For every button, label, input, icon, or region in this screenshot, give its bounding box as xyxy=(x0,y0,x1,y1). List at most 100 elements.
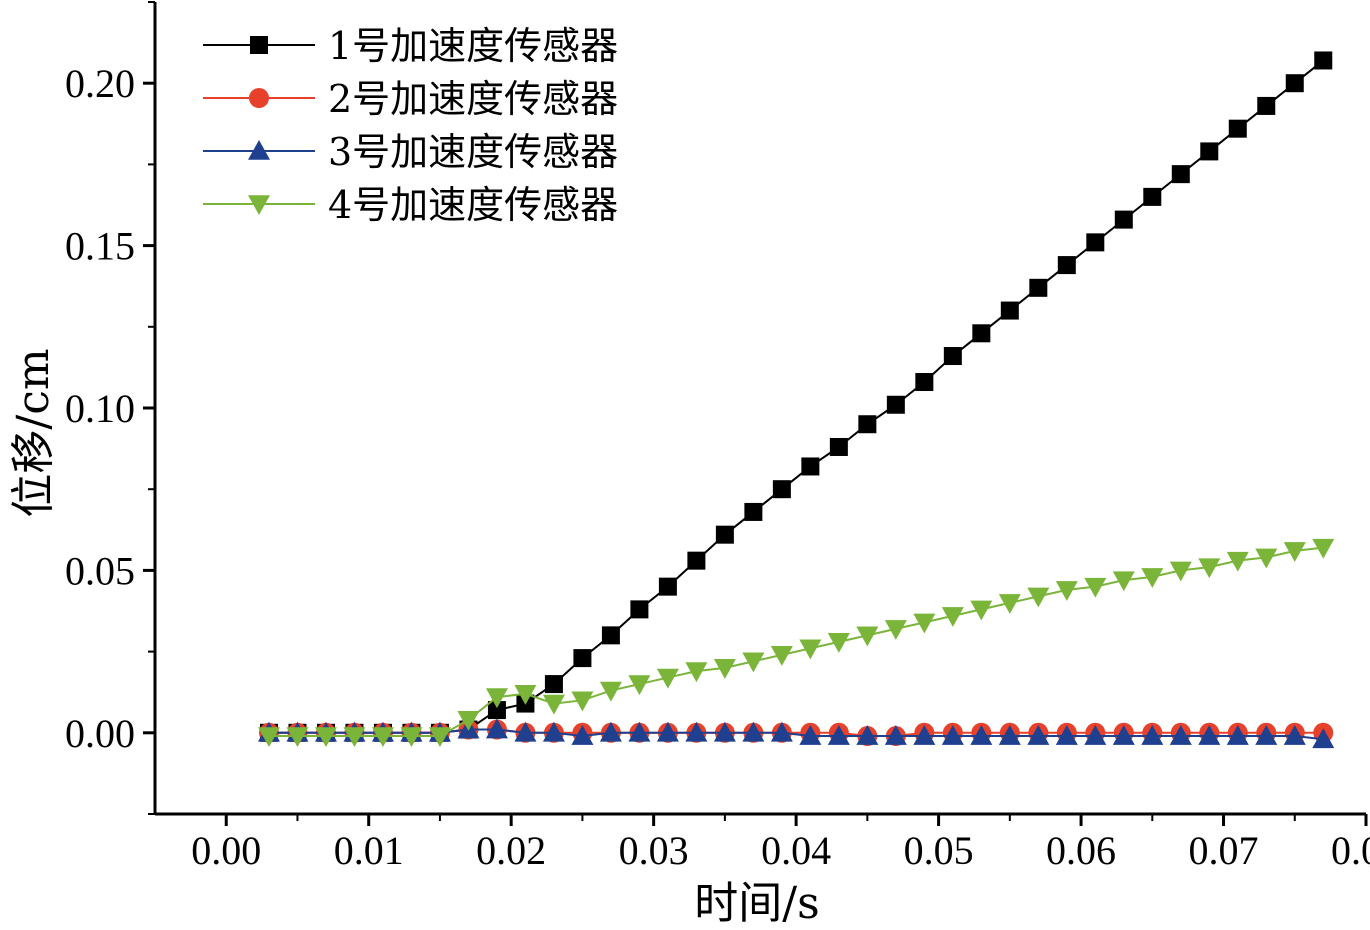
data-point xyxy=(742,721,765,742)
data-point xyxy=(687,551,706,570)
data-point xyxy=(485,688,508,709)
legend-label: 1号加速度传感器 xyxy=(328,24,618,68)
data-point xyxy=(1255,725,1278,745)
data-point xyxy=(485,718,508,739)
data-point xyxy=(998,594,1021,614)
legend-marker xyxy=(248,140,270,160)
data-point xyxy=(1084,577,1107,598)
data-point xyxy=(656,721,679,742)
data-point xyxy=(941,725,964,745)
data-point xyxy=(1226,551,1249,572)
data-point xyxy=(1169,725,1192,745)
data-point xyxy=(941,607,964,627)
data-point xyxy=(1141,568,1164,588)
data-point xyxy=(1198,558,1221,579)
legend-label: 4号加速度传感器 xyxy=(328,183,618,227)
data-point xyxy=(1228,119,1247,138)
axes: 0.00 0.01 0.02 0.03 0.04 0.05 0.06 0.07 0.08 0.00… xyxy=(65,1,1370,873)
data-point xyxy=(913,725,936,745)
data-point xyxy=(886,395,905,414)
data-point xyxy=(1283,542,1306,562)
y-tick-label: 0.15 xyxy=(65,224,135,269)
data-point xyxy=(799,639,822,660)
data-point xyxy=(343,727,366,748)
data-point xyxy=(544,675,563,694)
data-point xyxy=(1055,725,1078,745)
data-point xyxy=(1029,278,1048,297)
legend-item-1: 1号加速度传感器 xyxy=(203,24,618,68)
data-point xyxy=(1171,165,1190,184)
series-4 xyxy=(257,538,1335,748)
data-point xyxy=(713,721,736,742)
data-point xyxy=(1027,725,1050,745)
data-point xyxy=(1114,210,1133,229)
x-tick-label: 0.04 xyxy=(761,828,831,873)
data-point xyxy=(1143,187,1162,206)
data-point xyxy=(1141,725,1164,745)
legend-marker xyxy=(250,36,268,54)
legend-item-3: 3号加速度传感器 xyxy=(203,130,618,174)
data-point xyxy=(913,613,936,634)
data-point xyxy=(744,502,763,521)
data-point xyxy=(286,727,309,748)
data-point xyxy=(1169,561,1192,582)
legend-marker xyxy=(248,195,270,215)
x-tick-label: 0.07 xyxy=(1189,828,1259,873)
data-point xyxy=(630,600,649,619)
data-point xyxy=(1200,142,1219,161)
x-tick-label: 0.00 xyxy=(191,828,261,873)
data-point xyxy=(1086,233,1105,252)
data-point xyxy=(599,721,622,742)
data-point xyxy=(1057,256,1076,275)
data-point xyxy=(884,620,907,640)
x-tick-label: 0.02 xyxy=(476,828,546,873)
data-point xyxy=(571,691,594,712)
series-layer xyxy=(257,51,1335,749)
data-point xyxy=(856,725,879,745)
y-tick-label: 0.10 xyxy=(65,386,135,431)
data-point xyxy=(772,480,791,499)
data-point xyxy=(542,721,565,742)
data-point xyxy=(457,711,480,731)
data-point xyxy=(371,727,394,748)
x-axis-title: 时间/s xyxy=(694,878,819,929)
data-point xyxy=(1198,725,1221,745)
data-point xyxy=(1112,725,1135,745)
data-point xyxy=(658,577,677,596)
data-point xyxy=(801,457,820,476)
data-point xyxy=(799,725,822,745)
data-point xyxy=(514,721,537,742)
data-point xyxy=(1312,538,1335,559)
data-point xyxy=(1257,96,1276,115)
data-point xyxy=(1314,51,1333,70)
data-point xyxy=(400,727,423,748)
data-point xyxy=(599,681,622,702)
legend-marker xyxy=(249,88,269,108)
series-line xyxy=(268,728,1324,741)
data-point xyxy=(685,721,708,742)
data-point xyxy=(715,525,734,544)
data-point xyxy=(601,626,620,645)
data-point xyxy=(257,727,280,748)
data-point xyxy=(884,725,907,745)
x-tick-label: 0.08 xyxy=(1331,828,1370,873)
data-point xyxy=(770,721,793,742)
data-point xyxy=(713,659,736,679)
x-tick-label: 0.05 xyxy=(904,828,974,873)
data-point xyxy=(856,626,879,647)
data-point xyxy=(573,649,592,668)
legend-label: 3号加速度传感器 xyxy=(328,130,618,174)
legend-item-2: 2号加速度传感器 xyxy=(203,77,618,121)
data-point xyxy=(1283,725,1306,745)
legend-item-4: 4号加速度传感器 xyxy=(203,183,618,227)
legend-label: 2号加速度传感器 xyxy=(328,77,618,121)
data-point xyxy=(314,727,337,748)
y-tick-label: 0.20 xyxy=(65,61,135,106)
data-point xyxy=(685,662,708,683)
data-point xyxy=(1312,728,1335,749)
legend: 1号加速度传感器 2号加速度传感器 3号加速度传感器 4号加速度传感器 xyxy=(203,24,618,227)
data-point xyxy=(915,373,934,392)
y-tick-label: 0.05 xyxy=(65,548,135,593)
data-point xyxy=(970,600,993,621)
